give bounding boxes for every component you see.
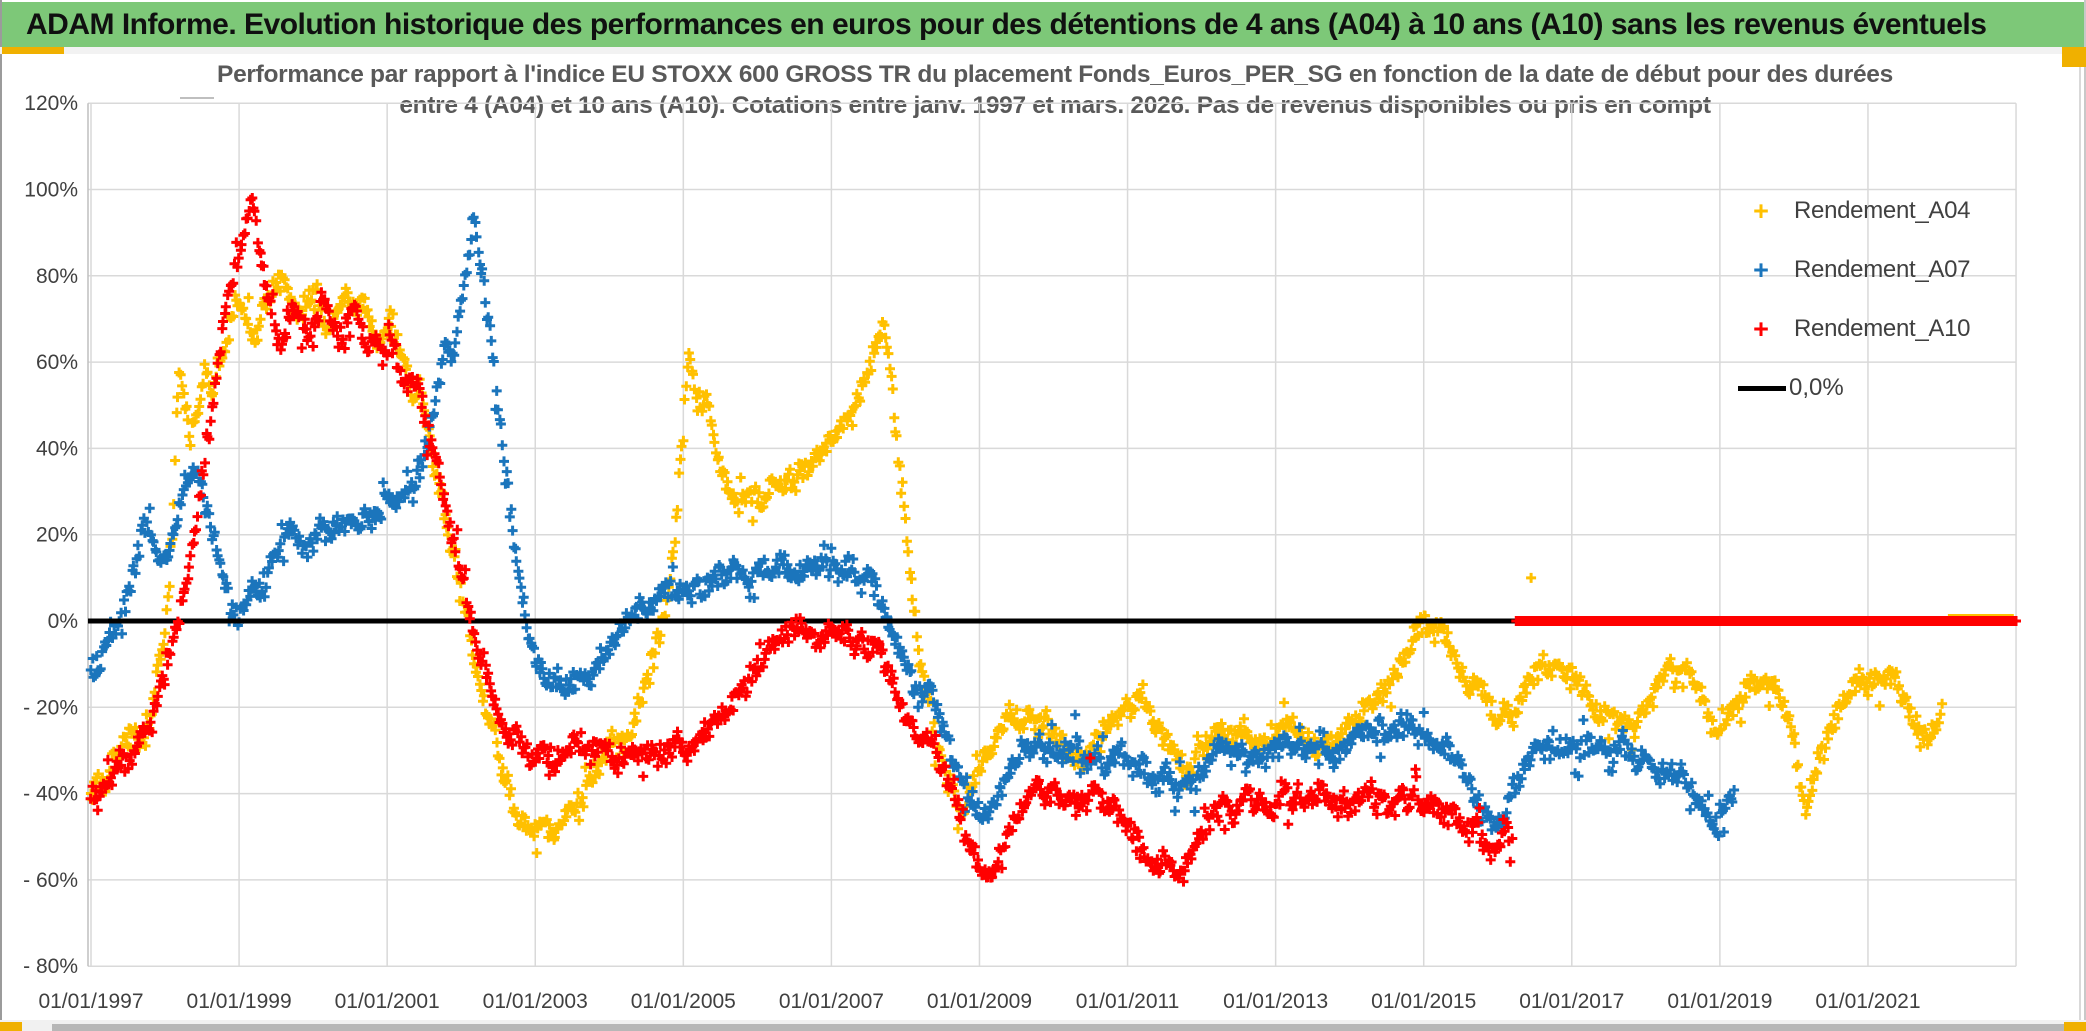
- x-axis-tick-label: 01/01/2005: [631, 990, 736, 1013]
- plus-marker-icon: +: [1753, 313, 1769, 344]
- window-right-border: [2084, 0, 2086, 1031]
- x-axis-tick-label: 01/01/2017: [1519, 990, 1624, 1013]
- horizontal-scrollbar[interactable]: [52, 1024, 2064, 1031]
- y-axis-tick-label: 100%: [24, 179, 78, 202]
- legend-label: Rendement_A07: [1794, 256, 1971, 283]
- legend-item-rendement-a10: + Rendement_A10: [1740, 312, 1970, 346]
- y-axis-tick-label: 60%: [36, 351, 78, 374]
- zero-line-legend-label: 0,0%: [1789, 374, 1844, 401]
- y-axis-tick-label: 40%: [36, 437, 78, 460]
- series-rendement-a10: [85, 193, 1518, 887]
- x-axis-tick-label: 01/01/2011: [1076, 990, 1180, 1013]
- y-axis-tick-label: - 60%: [23, 869, 78, 892]
- y-axis-tick-label: 80%: [36, 265, 78, 288]
- x-axis-tick-label: 01/01/2001: [335, 990, 440, 1013]
- gold-selection-handle-top-right: [2062, 47, 2086, 67]
- x-axis-tick-label: 01/01/2009: [927, 990, 1032, 1013]
- x-axis-tick-label: 01/01/2003: [483, 990, 588, 1013]
- plus-marker-icon: +: [1753, 195, 1769, 226]
- x-axis-tick-label: 01/01/1997: [38, 990, 143, 1013]
- chart-object-right-border: [2079, 67, 2081, 1020]
- gold-accent-top-left: [2, 47, 64, 54]
- legend-label: Rendement_A04: [1794, 197, 1971, 224]
- window-title: ADAM Informe. Evolution historique des p…: [26, 7, 1987, 41]
- plus-marker-icon: +: [1753, 254, 1769, 285]
- window-title-bar: ADAM Informe. Evolution historique des p…: [2, 2, 2084, 47]
- chart-title-line1: Performance par rapport à l'indice EU ST…: [217, 61, 1893, 88]
- y-axis-tick-label: 120%: [24, 92, 78, 115]
- window-left-border: [0, 0, 2, 1031]
- legend-item-rendement-a07: + Rendement_A07: [1740, 253, 1970, 287]
- chart-title-line2: entre 4 (A04) et 10 ans (A10). Cotations…: [399, 92, 1711, 119]
- y-axis-tick-label: 0%: [48, 610, 78, 633]
- title-leader-dash: [180, 97, 214, 99]
- x-axis-tick-label: 01/01/2015: [1371, 990, 1476, 1013]
- series-rendement-a07: [85, 212, 1740, 841]
- x-axis-tick-label: 01/01/2007: [779, 990, 884, 1013]
- zero-line-legend-swatch: [1738, 386, 1786, 391]
- x-axis-tick-label: 01/01/2013: [1223, 990, 1328, 1013]
- y-axis-tick-label: - 80%: [23, 955, 78, 978]
- series-rendement-a10-zero-run: [1511, 616, 2021, 626]
- header-divider-strip: [0, 47, 2086, 54]
- x-axis-tick-label: 01/01/2019: [1667, 990, 1772, 1013]
- x-axis-tick-label: 01/01/1999: [187, 990, 292, 1013]
- legend-label: Rendement_A10: [1794, 315, 1971, 342]
- legend-item-rendement-a04: + Rendement_A04: [1740, 194, 1970, 228]
- x-axis-tick-label: 01/01/2021: [1815, 990, 1920, 1013]
- y-axis-tick-label: - 40%: [23, 783, 78, 806]
- chart-title: Performance par rapport à l'indice EU ST…: [130, 59, 1980, 121]
- y-axis-tick-label: - 20%: [23, 696, 78, 719]
- gold-selection-handle-bottom-right: [2064, 1022, 2086, 1031]
- y-axis-tick-label: 20%: [36, 524, 78, 547]
- gold-selection-handle-bottom-left: [0, 1022, 22, 1031]
